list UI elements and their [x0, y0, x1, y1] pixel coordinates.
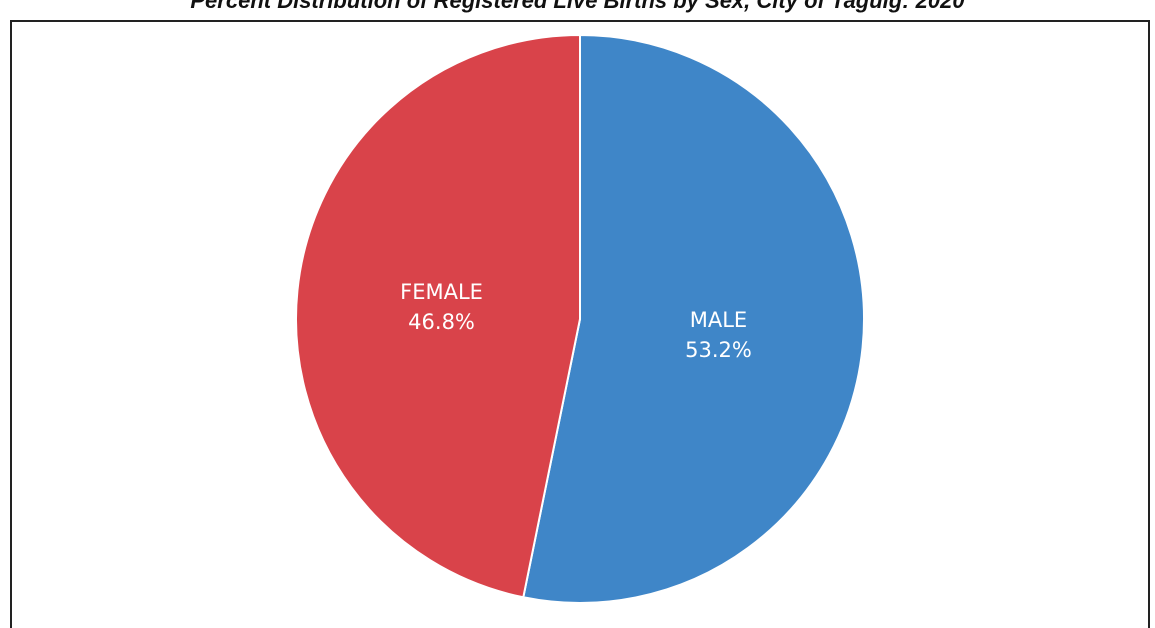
pie-labels: MALE 53.2% FEMALE 46.8% [400, 280, 752, 362]
slice-value-female: 46.8% [408, 310, 475, 334]
pie-slices [294, 33, 865, 604]
pie-slice-female [294, 33, 581, 599]
chart-title-strip: Percent Distribution of Registered Live … [0, 0, 1155, 20]
chart-title: Percent Distribution of Registered Live … [190, 0, 965, 13]
slice-value-male: 53.2% [685, 338, 752, 362]
slice-label-female: FEMALE [400, 280, 483, 304]
pie-slice-male [522, 33, 865, 604]
slice-label-male: MALE [690, 308, 747, 332]
